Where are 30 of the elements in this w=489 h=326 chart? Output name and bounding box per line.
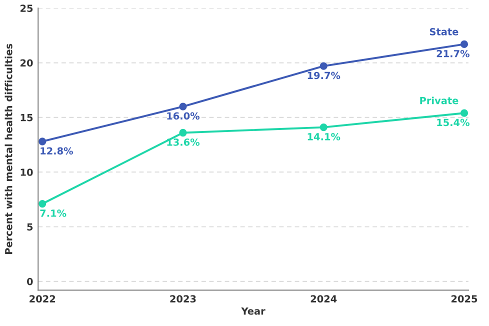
data-label: 12.8% <box>40 147 74 155</box>
x-tick-label: 2024 <box>310 295 337 303</box>
y-tick-label: 0 <box>26 278 33 286</box>
series-label: State <box>430 28 458 36</box>
data-label: 16.0% <box>167 112 200 120</box>
point <box>320 62 328 70</box>
series-label: Private <box>420 96 458 104</box>
data-label: 13.6% <box>167 138 200 146</box>
point <box>38 138 46 146</box>
point <box>320 123 328 132</box>
x-tick-label: 2025 <box>451 295 478 303</box>
y-tick-label: 10 <box>20 168 33 176</box>
y-tick-label: 20 <box>20 59 33 67</box>
y-axis-title: Percent with mental health difficulties <box>4 44 12 254</box>
point <box>460 109 468 117</box>
y-tick-label: 15 <box>20 114 33 122</box>
y-tick-label: 5 <box>27 223 33 231</box>
x-tick-label: 2023 <box>170 295 196 303</box>
y-tick-label: 25 <box>20 4 33 12</box>
data-label: 15.4% <box>437 118 470 126</box>
point <box>38 200 46 208</box>
x-axis-title: Year <box>241 307 266 315</box>
x-tick-label: 2022 <box>30 295 56 303</box>
point <box>179 128 187 137</box>
data-label: 21.7% <box>436 50 470 58</box>
data-label: 14.1% <box>308 133 340 140</box>
point <box>460 40 468 48</box>
point <box>179 102 187 110</box>
data-label: 19.7% <box>308 72 340 80</box>
data-label: 7.1% <box>40 210 66 217</box>
